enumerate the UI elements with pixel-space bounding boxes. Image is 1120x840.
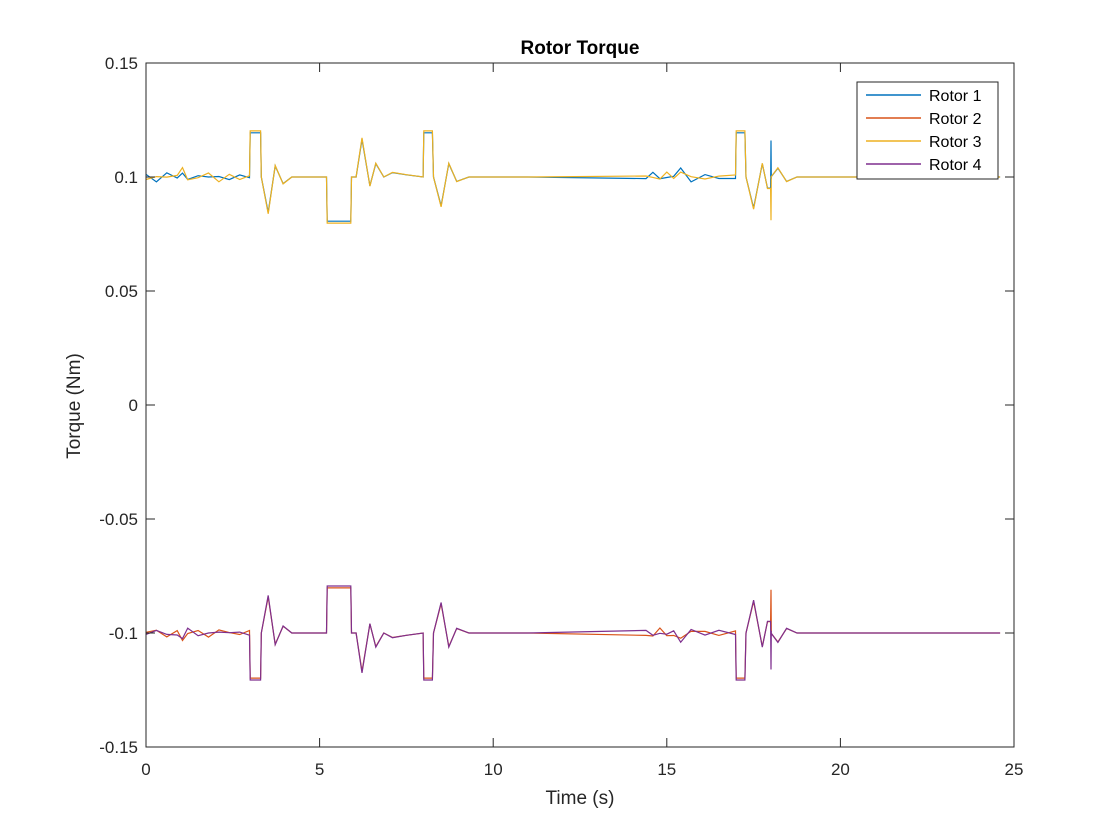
series-lines [145, 130, 1001, 681]
x-axis-label: Time (s) [546, 788, 615, 809]
x-tick-label: 0 [141, 760, 150, 779]
y-tick-label: -0.1 [109, 624, 138, 643]
legend-label-rotor-1: Rotor 1 [929, 88, 982, 105]
series-line-rotor-3 [145, 130, 1001, 224]
y-tick-label: -0.05 [99, 510, 138, 529]
y-axis-label: Torque (Nm) [64, 353, 85, 459]
y-tick-label: 0 [129, 396, 138, 415]
x-tick-label: 10 [484, 760, 503, 779]
y-tick-label: -0.15 [99, 738, 138, 757]
chart-title: Rotor Torque [521, 38, 640, 59]
series-line-rotor-4 [145, 585, 1001, 681]
legend-label-rotor-4: Rotor 4 [929, 157, 982, 174]
x-tick-label: 20 [831, 760, 850, 779]
legend-box [856, 81, 999, 180]
x-tick-label: 25 [1005, 760, 1024, 779]
tick-marks: 0 5 10 15 20 25 -0.15 -0.1 -0.05 0 0.05 0.1 0.15 [99, 54, 1023, 779]
y-tick-label: 0.15 [105, 54, 138, 73]
legend-label-rotor-2: Rotor 2 [929, 111, 982, 128]
y-tick-label: 0.1 [114, 168, 138, 187]
x-tick-label: 5 [315, 760, 324, 779]
legend-label-rotor-3: Rotor 3 [929, 134, 982, 151]
legend: Rotor 1 Rotor 2 Rotor 3 Rotor 4 [856, 81, 999, 180]
x-tick-label: 15 [657, 760, 676, 779]
y-tick-label: 0.05 [105, 282, 138, 301]
